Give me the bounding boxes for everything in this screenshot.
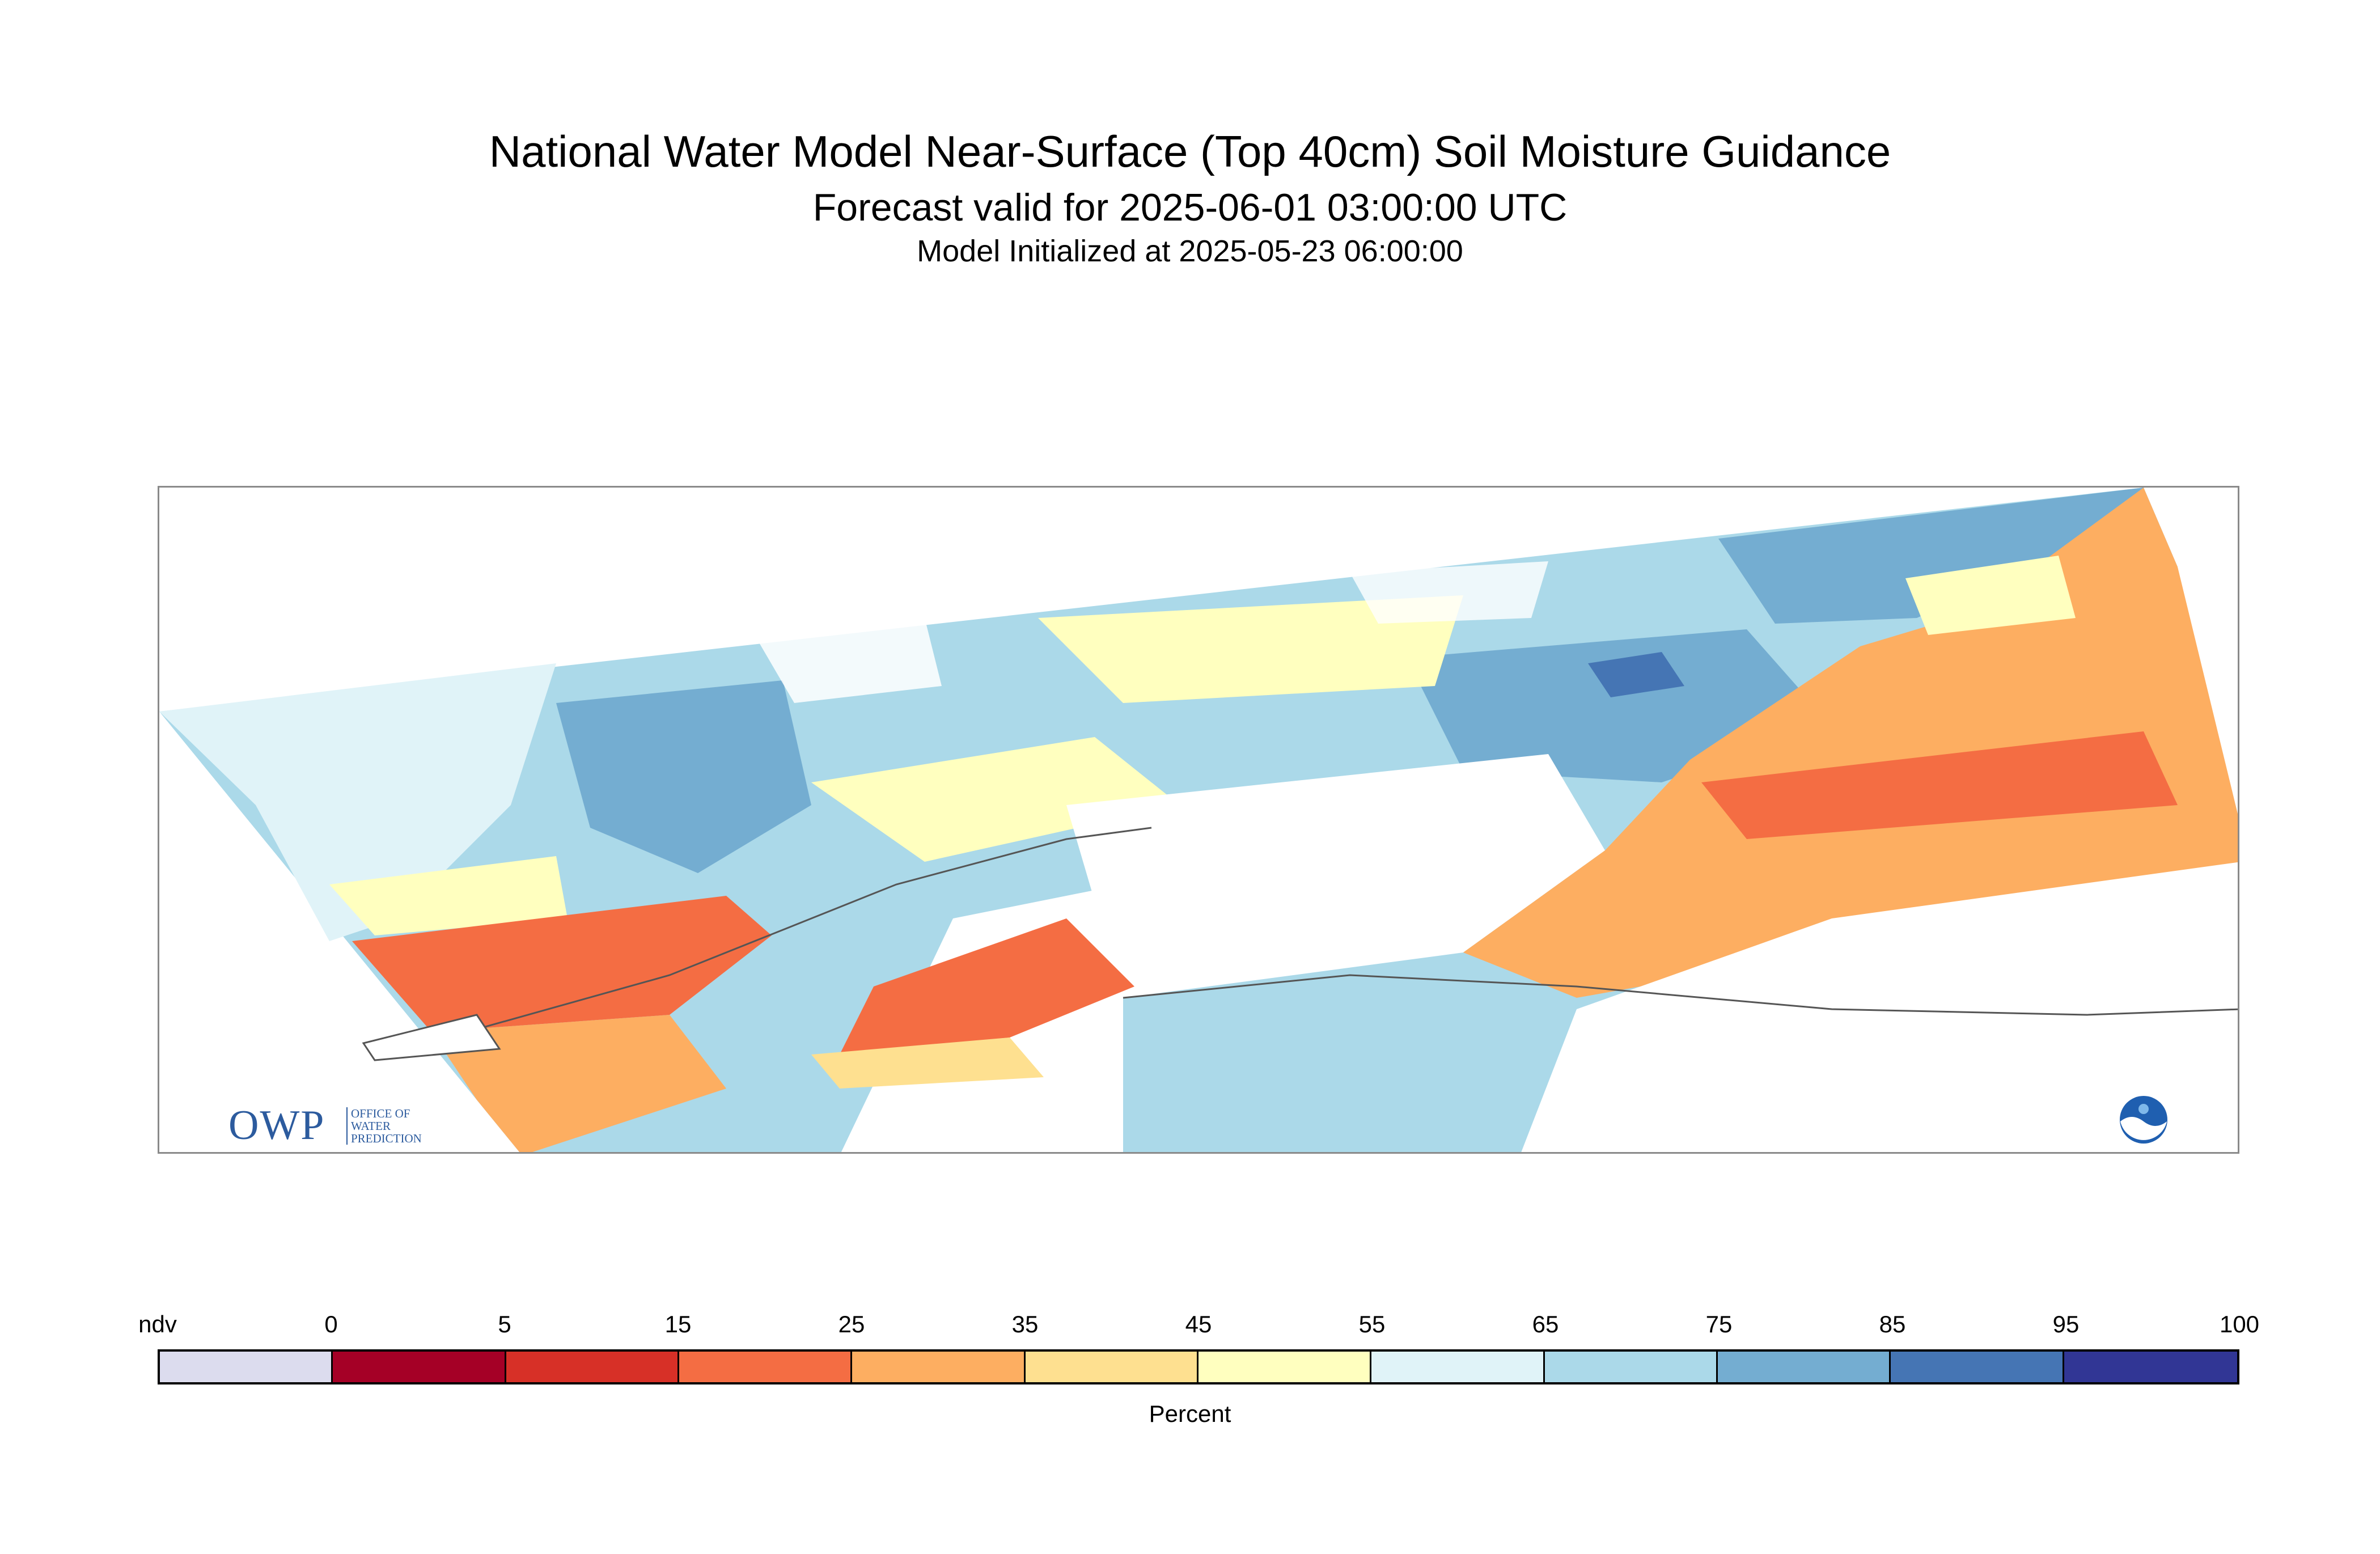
coastline-cook-inlet — [386, 827, 1152, 1056]
region-orange-sw — [352, 896, 772, 1032]
region-red-peninsula — [840, 918, 1134, 1055]
owp-line: OFFICE OF — [351, 1107, 410, 1120]
colorbar-segment — [1544, 1352, 1718, 1382]
snow-area-3 — [1066, 754, 1605, 998]
region-blue-north — [1718, 488, 2178, 624]
colorbar-tick-label: 5 — [498, 1311, 511, 1337]
colorbar-segment — [333, 1352, 506, 1382]
colorbar-tick-label: 0 — [324, 1311, 338, 1337]
model-init-subtitle: Model Initialized at 2025-05-23 06:00:00 — [917, 234, 1463, 268]
noaa-logo-icon — [2120, 1096, 2167, 1144]
owp-logo-mark: OWP — [228, 1102, 325, 1149]
colorbar-segment — [506, 1352, 679, 1382]
region-yellow-peninsula — [811, 1038, 1044, 1089]
colorbar-segment — [2064, 1352, 2237, 1382]
region-red-east — [1701, 731, 2178, 839]
region-light-blue-west — [159, 663, 556, 941]
region-blue-west — [556, 680, 811, 873]
colorbar-tick-label: 95 — [2052, 1311, 2080, 1337]
region-dark-blue — [1588, 652, 1684, 697]
colorbar-tick-label: ndv — [138, 1311, 177, 1337]
colorbar-segment — [679, 1352, 853, 1382]
colorbar-tick-label: 100 — [2219, 1311, 2260, 1337]
region-yellow-east — [1905, 556, 2076, 635]
snow-area-2 — [1350, 561, 1548, 624]
colorbar — [158, 1349, 2239, 1384]
colorbar-segment — [1717, 1352, 1891, 1382]
colorbar-tick-label: 45 — [1185, 1311, 1212, 1337]
colorbar-label: Percent — [1149, 1400, 1231, 1427]
colorbar-tick-label: 25 — [838, 1311, 865, 1337]
snow-area-5 — [1521, 862, 2238, 1152]
colorbar-tick-label: 65 — [1532, 1311, 1559, 1337]
colorbar-tick-label: 55 — [1358, 1311, 1386, 1337]
region-yellow-1 — [1038, 595, 1463, 703]
colorbar-segment — [1371, 1352, 1545, 1382]
coastline-inlet-shape — [362, 1014, 501, 1061]
colorbar-tick-label: 35 — [1011, 1311, 1039, 1337]
region-orange-sw2 — [431, 1015, 726, 1152]
colorbar-tick-label: 75 — [1705, 1311, 1733, 1337]
colorbar-ticks: ndv 0 5 15 25 35 45 55 65 75 85 95 100 — [0, 1311, 2380, 1345]
owp-line: WATER — [351, 1119, 391, 1133]
colorbar-tick-label: 15 — [664, 1311, 692, 1337]
colorbar-segment — [1025, 1352, 1199, 1382]
forecast-valid-subtitle: Forecast valid for 2025-06-01 03:00:00 U… — [812, 186, 1568, 229]
colorbar-segment — [1198, 1352, 1372, 1382]
region-yellow-3 — [329, 856, 568, 935]
colorbar-segment — [160, 1352, 333, 1382]
soil-moisture-map — [158, 486, 2239, 1154]
coastline-south — [1123, 974, 2238, 1016]
colorbar-segment — [852, 1352, 1026, 1382]
colorbar-tick-label: 85 — [1879, 1311, 1906, 1337]
owp-line: PREDICTION — [351, 1132, 422, 1145]
region-yellow-2 — [811, 737, 1180, 862]
owp-logo-subtitle: OFFICE OF WATER PREDICTION — [346, 1107, 422, 1145]
snow-area-1 — [755, 618, 942, 703]
chart-title: National Water Model Near-Surface (Top 4… — [489, 126, 1891, 176]
colorbar-segment — [1891, 1352, 2064, 1382]
